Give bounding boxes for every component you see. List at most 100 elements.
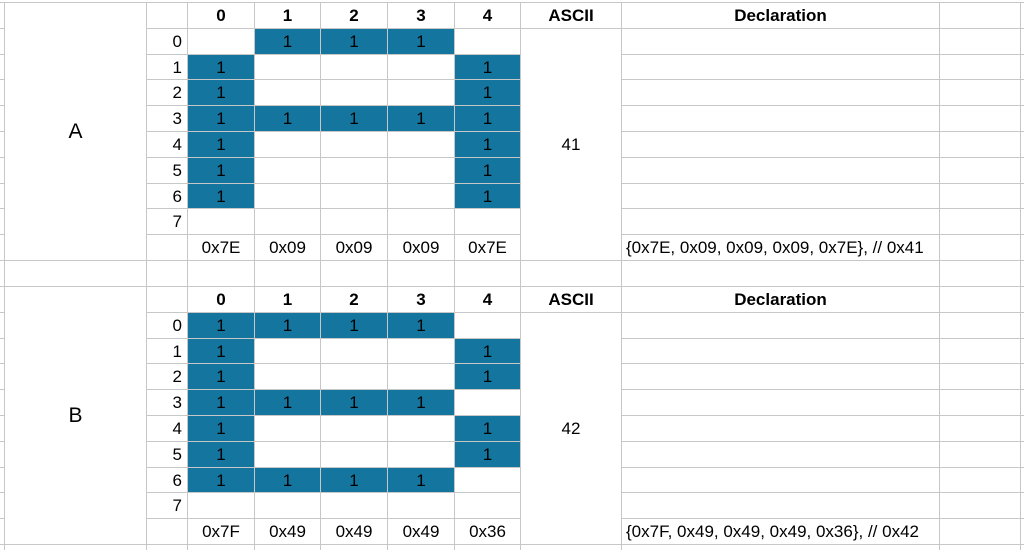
column-header-cell[interactable]: 2 — [321, 3, 388, 29]
spacer-cell[interactable] — [188, 545, 255, 550]
bitmap-cell-off[interactable] — [388, 80, 455, 106]
bitmap-cell-off[interactable] — [255, 339, 321, 364]
bitmap-cell-on[interactable]: 1 — [455, 158, 521, 184]
bitmap-cell-on[interactable]: 1 — [321, 106, 388, 132]
bitmap-cell-on[interactable]: 1 — [455, 416, 521, 442]
row-label-cell[interactable]: 0 — [147, 313, 188, 339]
empty-cell[interactable] — [940, 158, 1021, 184]
row-label-cell[interactable]: 3 — [147, 106, 188, 132]
declaration-empty-cell[interactable] — [622, 158, 940, 184]
bitmap-cell-on[interactable]: 1 — [255, 390, 321, 416]
bitmap-cell-off[interactable] — [255, 184, 321, 209]
bitmap-cell-off[interactable] — [255, 364, 321, 390]
hex-value-cell[interactable]: 0x49 — [388, 519, 455, 545]
empty-cell[interactable] — [940, 364, 1021, 390]
bitmap-cell-off[interactable] — [321, 442, 388, 468]
spacer-cell[interactable] — [147, 261, 188, 287]
bitmap-cell-off[interactable] — [255, 132, 321, 158]
bitmap-cell-on[interactable]: 1 — [255, 29, 321, 55]
bitmap-cell-off[interactable] — [188, 29, 255, 55]
bitmap-cell-off[interactable] — [455, 493, 521, 519]
bitmap-cell-off[interactable] — [388, 158, 455, 184]
bitmap-cell-on[interactable]: 1 — [188, 339, 255, 364]
row-label-cell[interactable]: 2 — [147, 364, 188, 390]
bitmap-cell-on[interactable]: 1 — [188, 313, 255, 339]
declaration-empty-cell[interactable] — [622, 493, 940, 519]
spacer-cell[interactable] — [255, 545, 321, 550]
spacer-cell[interactable] — [521, 261, 622, 287]
empty-cell[interactable] — [940, 493, 1021, 519]
bitmap-cell-on[interactable]: 1 — [321, 390, 388, 416]
empty-cell[interactable] — [940, 29, 1021, 55]
column-header-cell[interactable]: 2 — [321, 287, 388, 313]
declaration-empty-cell[interactable] — [622, 209, 940, 235]
bitmap-cell-off[interactable] — [388, 442, 455, 468]
bitmap-cell-on[interactable]: 1 — [388, 468, 455, 493]
ascii-value-cell[interactable]: 42 — [521, 313, 622, 545]
bitmap-cell-on[interactable]: 1 — [388, 106, 455, 132]
hex-value-cell[interactable]: 0x09 — [388, 235, 455, 261]
bitmap-cell-on[interactable]: 1 — [188, 390, 255, 416]
empty-cell[interactable] — [940, 3, 1021, 29]
grid-corner-cell[interactable] — [147, 287, 188, 313]
bitmap-cell-off[interactable] — [388, 55, 455, 80]
row-label-cell[interactable]: 5 — [147, 158, 188, 184]
bitmap-cell-on[interactable]: 1 — [188, 416, 255, 442]
declaration-cell[interactable] — [622, 519, 940, 545]
row-label-cell[interactable]: 7 — [147, 209, 188, 235]
bitmap-cell-off[interactable] — [321, 80, 388, 106]
bitmap-cell-on[interactable]: 1 — [388, 29, 455, 55]
empty-cell[interactable] — [940, 184, 1021, 209]
bitmap-cell-on[interactable]: 1 — [188, 106, 255, 132]
bitmap-cell-off[interactable] — [388, 339, 455, 364]
hex-value-cell[interactable]: 0x7E — [455, 235, 521, 261]
empty-cell[interactable] — [940, 235, 1021, 261]
spacer-cell[interactable] — [940, 545, 1021, 550]
bitmap-cell-off[interactable] — [321, 416, 388, 442]
bitmap-cell-on[interactable]: 1 — [455, 364, 521, 390]
hex-value-cell[interactable]: 0x09 — [255, 235, 321, 261]
bitmap-cell-off[interactable] — [388, 184, 455, 209]
ascii-header-cell[interactable]: ASCII — [521, 287, 622, 313]
row-label-cell[interactable]: 5 — [147, 442, 188, 468]
bitmap-cell-off[interactable] — [455, 209, 521, 235]
bitmap-cell-off[interactable] — [388, 209, 455, 235]
empty-cell[interactable] — [940, 416, 1021, 442]
empty-cell[interactable] — [940, 313, 1021, 339]
letter-label-cell[interactable]: B — [5, 287, 147, 545]
bitmap-cell-off[interactable] — [321, 209, 388, 235]
empty-cell[interactable] — [940, 209, 1021, 235]
bitmap-cell-off[interactable] — [455, 468, 521, 493]
spacer-cell[interactable] — [188, 261, 255, 287]
row-label-empty-cell[interactable] — [147, 519, 188, 545]
bitmap-cell-off[interactable] — [255, 80, 321, 106]
bitmap-cell-on[interactable]: 1 — [188, 132, 255, 158]
spacer-cell[interactable] — [5, 261, 147, 287]
bitmap-cell-on[interactable]: 1 — [188, 158, 255, 184]
bitmap-cell-on[interactable]: 1 — [455, 339, 521, 364]
row-label-cell[interactable]: 4 — [147, 416, 188, 442]
declaration-empty-cell[interactable] — [622, 390, 940, 416]
hex-value-cell[interactable]: 0x7F — [188, 519, 255, 545]
bitmap-cell-off[interactable] — [255, 158, 321, 184]
column-header-cell[interactable]: 3 — [388, 287, 455, 313]
bitmap-cell-off[interactable] — [321, 184, 388, 209]
declaration-empty-cell[interactable] — [622, 313, 940, 339]
bitmap-cell-off[interactable] — [188, 493, 255, 519]
empty-cell[interactable] — [940, 132, 1021, 158]
letter-label-cell[interactable]: A — [5, 3, 147, 261]
declaration-empty-cell[interactable] — [622, 80, 940, 106]
row-label-cell[interactable]: 4 — [147, 132, 188, 158]
column-header-cell[interactable]: 1 — [255, 3, 321, 29]
column-header-cell[interactable]: 3 — [388, 3, 455, 29]
spacer-cell[interactable] — [388, 545, 455, 550]
spacer-cell[interactable] — [321, 545, 388, 550]
spacer-cell[interactable] — [940, 261, 1021, 287]
bitmap-cell-off[interactable] — [255, 442, 321, 468]
row-label-cell[interactable]: 2 — [147, 80, 188, 106]
bitmap-cell-on[interactable]: 1 — [455, 132, 521, 158]
bitmap-cell-on[interactable]: 1 — [188, 55, 255, 80]
column-header-cell[interactable]: 1 — [255, 287, 321, 313]
empty-cell[interactable] — [940, 287, 1021, 313]
empty-cell[interactable] — [940, 519, 1021, 545]
